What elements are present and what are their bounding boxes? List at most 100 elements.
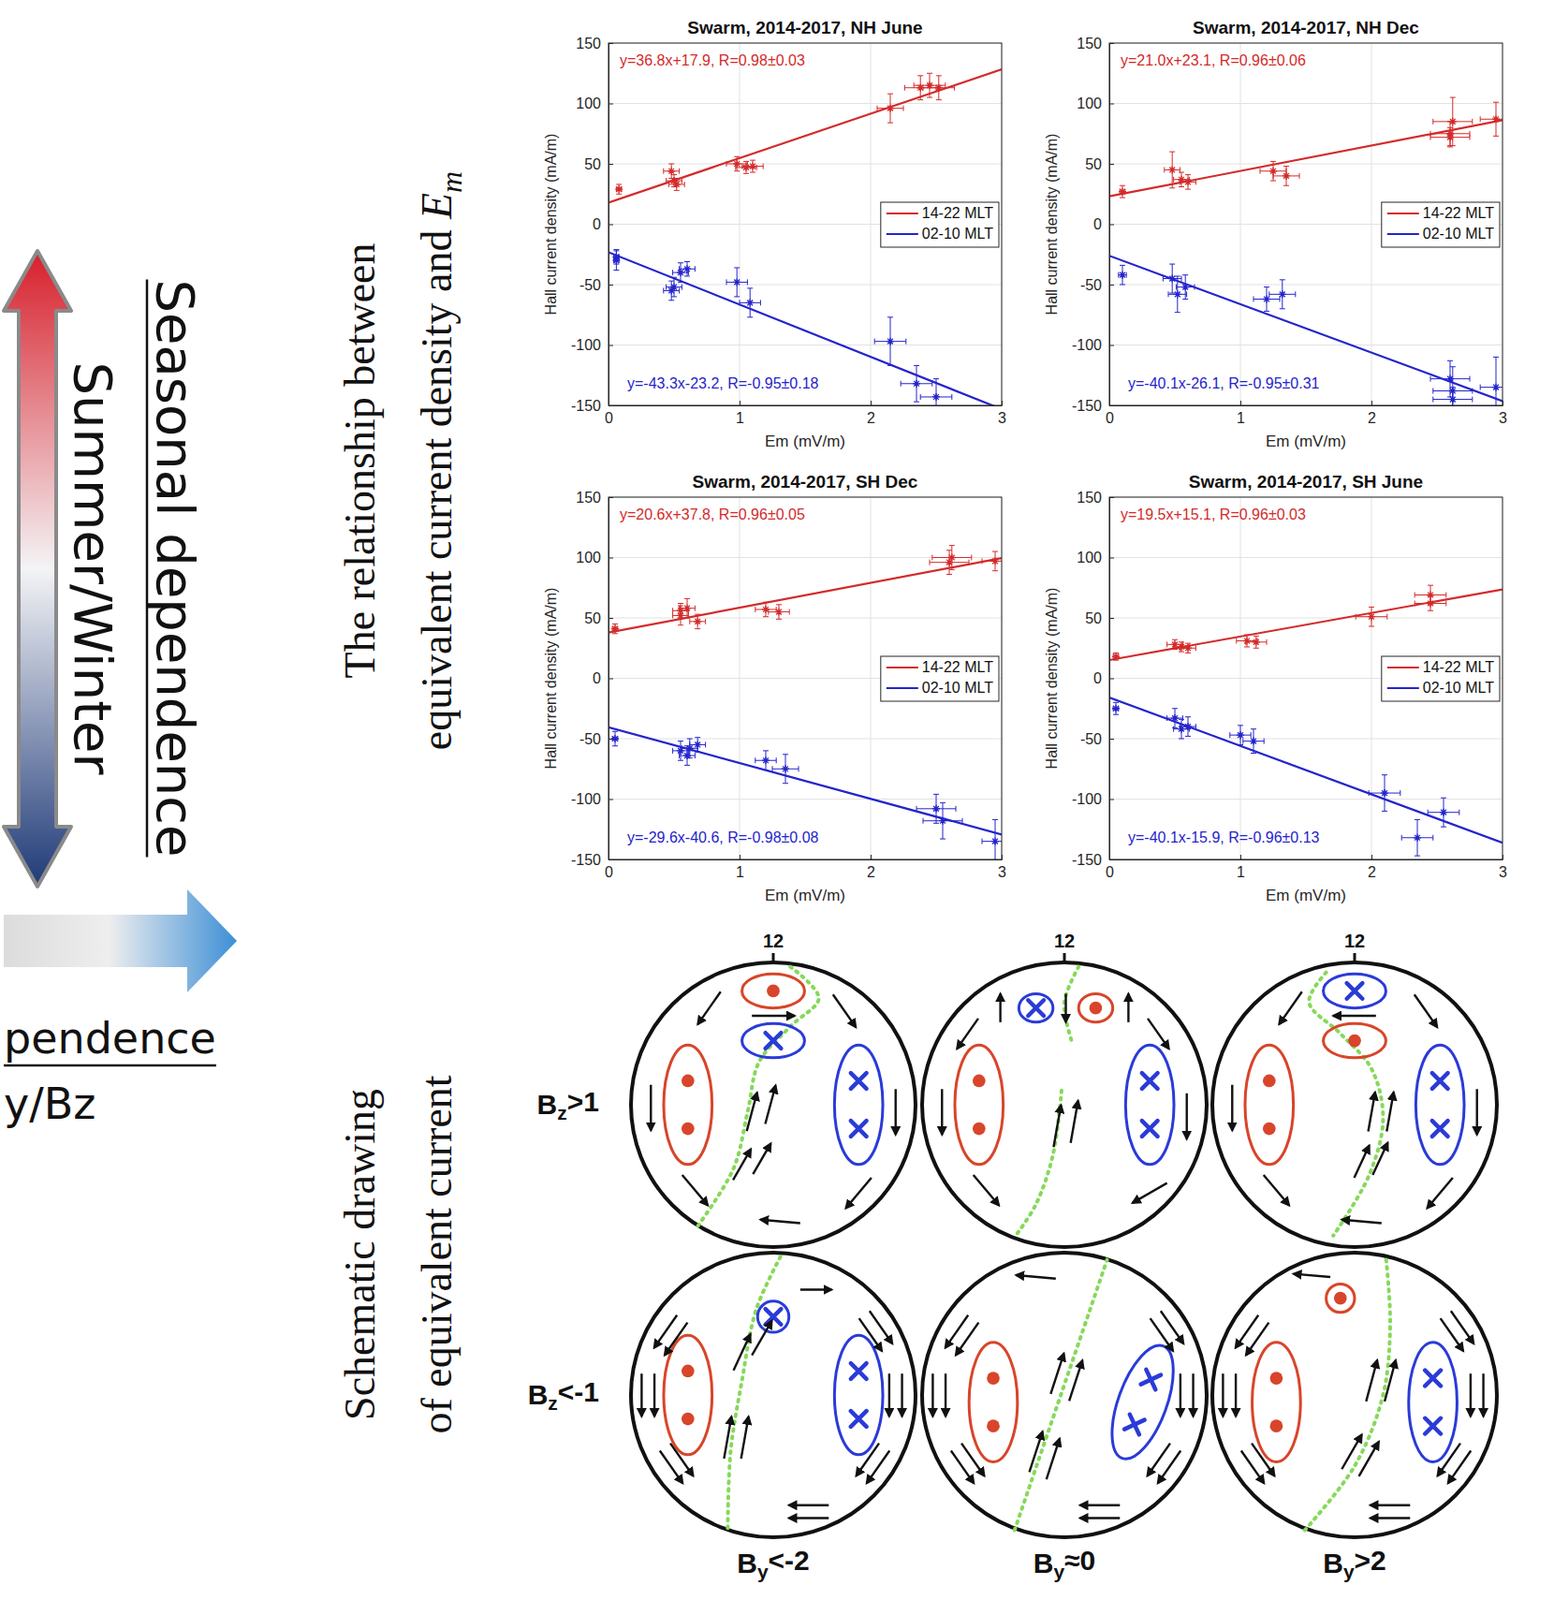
current-arrow	[733, 1148, 751, 1180]
y-grid-line	[1109, 617, 1503, 619]
data-point	[991, 837, 999, 846]
y-grid-line	[608, 617, 1002, 619]
x-tick-label: 3	[1498, 410, 1508, 426]
data-group	[608, 545, 1002, 860]
y-tick-label: -100	[1071, 791, 1102, 807]
y-tick-mark	[1109, 738, 1115, 740]
y-tick: 50	[584, 610, 614, 627]
current-arrow	[1354, 1145, 1370, 1178]
downward-fac	[1027, 999, 1044, 1016]
data-point	[1439, 808, 1448, 817]
downward-fac	[1424, 1418, 1441, 1435]
downward-fac	[765, 1308, 782, 1325]
x-tick-label: 1	[1236, 864, 1246, 880]
x-error-bar	[1433, 118, 1473, 125]
y-error-bar	[749, 160, 756, 173]
y-error-bar	[612, 623, 618, 633]
y-tick-mark	[608, 557, 614, 559]
x-error-bar	[900, 381, 933, 387]
data-point	[673, 180, 681, 189]
x-error-bar	[666, 284, 683, 291]
fac-ellipse	[834, 1044, 883, 1165]
y-tick-label: 150	[1076, 489, 1102, 506]
current-arrow	[1080, 1516, 1121, 1519]
legend: 14-22 MLT02-10 MLT	[1381, 656, 1500, 702]
y-error-bar	[762, 750, 769, 771]
schematic-title: of equivalent current	[412, 1074, 461, 1434]
x-axis-line	[1110, 859, 1504, 861]
y-error-bar	[1253, 635, 1260, 648]
chart-title: Swarm, 2014-2017, NH Dec	[1192, 17, 1420, 38]
y-tick-label: 150	[1076, 35, 1102, 52]
row-label-part: >1	[567, 1085, 600, 1117]
y-tick-label: 50	[1084, 610, 1102, 627]
x-axis: 0123	[604, 400, 1007, 426]
imf-title-underline	[3, 1064, 217, 1068]
column-label: By≈0	[1033, 1544, 1097, 1583]
chart-title: Swarm, 2014-2017, NH June	[687, 17, 923, 38]
y-tick: 100	[575, 95, 614, 112]
y-tick-label: 50	[584, 610, 602, 627]
current-arrow	[1186, 1093, 1188, 1140]
y-error-bar	[762, 601, 769, 616]
y-axis: -150-100-50050100150	[571, 489, 614, 868]
y-tick-label: -100	[1071, 337, 1102, 353]
downward-fac	[850, 1410, 867, 1427]
downward-fac	[1432, 1072, 1449, 1089]
current-arrow	[1231, 1084, 1233, 1131]
y-error-bar	[933, 379, 939, 406]
noon-label: 12	[762, 930, 784, 952]
legend: 14-22 MLT02-10 MLT	[880, 202, 999, 248]
y-tick-label: 0	[1093, 670, 1102, 687]
current-arrow	[1384, 1360, 1396, 1402]
row-label-part: B	[537, 1088, 558, 1120]
season-arrow	[3, 250, 72, 887]
legend-label: 14-22 MLT	[922, 205, 994, 221]
current-arrow	[1132, 1183, 1168, 1203]
y-tick-label: 0	[1093, 216, 1102, 233]
x-tick-mark	[739, 854, 741, 860]
y-tick: -50	[579, 731, 614, 748]
x-tick-mark	[1502, 854, 1504, 860]
x-error-bar	[689, 741, 706, 748]
current-arrow	[1341, 1434, 1362, 1469]
data-point	[1249, 737, 1258, 746]
y-error-bar	[913, 365, 920, 402]
seasonal-label-group: Summer/Winter	[62, 361, 124, 776]
boundary-line	[1014, 1260, 1108, 1531]
legend-swatch	[886, 666, 919, 669]
data-point	[932, 393, 940, 401]
row-label: Bz<-1	[527, 1376, 600, 1414]
x-tick-label: 1	[735, 410, 745, 426]
x-tick-mark	[1371, 854, 1373, 860]
x-axis: 0123	[1105, 854, 1508, 880]
data-point	[683, 264, 691, 273]
fac-ellipse	[1252, 1342, 1302, 1463]
relationship-title-part: m	[434, 171, 469, 193]
x-error-bar	[923, 818, 963, 824]
column-label: By<-2	[736, 1544, 810, 1583]
y-tick-label: -100	[571, 791, 602, 807]
current-arrow	[789, 1516, 830, 1519]
data-point	[1282, 172, 1291, 180]
upward-fac	[1334, 1291, 1348, 1305]
y-tick-mark	[608, 738, 614, 740]
y-error-bar	[926, 73, 933, 98]
y-error-bar	[939, 802, 946, 839]
y-tick-mark	[608, 224, 614, 226]
y-tick: -50	[1080, 277, 1115, 294]
current-arrow	[1469, 1373, 1472, 1417]
fac-ellipse	[834, 1334, 883, 1455]
current-arrow	[856, 1443, 880, 1477]
fac-region	[1323, 1023, 1387, 1057]
x-tick: 2	[866, 400, 876, 426]
y-grid-line	[608, 738, 1002, 740]
data-point	[1426, 590, 1435, 599]
x-error-bar	[1480, 384, 1503, 391]
polar-circle	[1212, 962, 1497, 1247]
current-arrow	[649, 1084, 652, 1131]
y-tick-label: -150	[571, 397, 602, 414]
data-point	[733, 160, 741, 168]
column-label-part: y	[1053, 1560, 1065, 1583]
grid	[1109, 497, 1503, 860]
